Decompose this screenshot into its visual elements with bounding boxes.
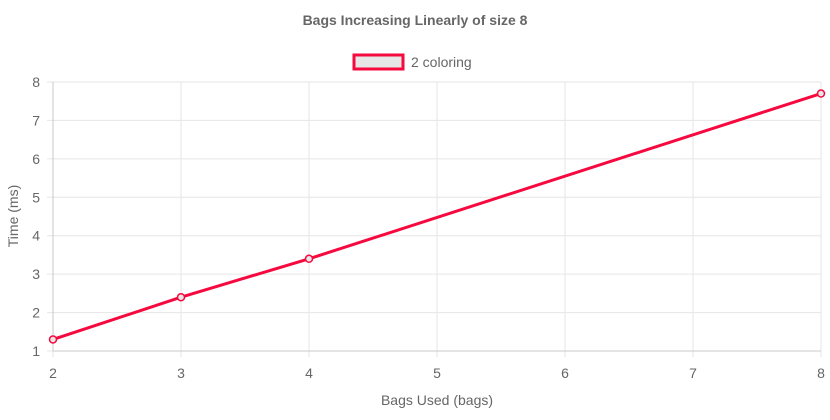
legend-label: 2 coloring: [411, 54, 472, 70]
y-tick-labels: 1 2 3 4 5 6 7 8: [32, 74, 40, 359]
y-gridlines: [47, 81, 821, 352]
x-tick-label: 6: [561, 365, 569, 381]
data-point[interactable]: [816, 89, 826, 98]
x-gridlines: [52, 82, 822, 357]
y-tick-label: 3: [32, 266, 40, 282]
legend[interactable]: 2 coloring: [352, 53, 472, 71]
data-point[interactable]: [304, 254, 314, 264]
y-tick-label: 2: [32, 305, 40, 321]
x-tick-label: 5: [433, 365, 441, 381]
legend-swatch: [352, 53, 405, 71]
y-tick-label: 1: [32, 343, 40, 359]
y-tick-label: 6: [32, 151, 40, 167]
x-tick-label: 7: [689, 365, 697, 381]
y-tick-label: 5: [32, 189, 40, 205]
data-point[interactable]: [48, 335, 58, 344]
series-line: [51, 92, 823, 341]
chart-title: Bags Increasing Linearly of size 8: [303, 12, 528, 28]
x-tick-label: 8: [817, 365, 825, 381]
y-tick-label: 4: [32, 228, 40, 244]
y-tick-label: 8: [32, 74, 40, 90]
x-tick-label: 3: [177, 365, 185, 381]
x-axis-title: Bags Used (bags): [381, 392, 493, 408]
y-axis-title: Time (ms): [5, 185, 21, 247]
data-point[interactable]: [176, 292, 186, 302]
series-group: [48, 89, 826, 344]
x-tick-label: 2: [49, 365, 57, 381]
y-tick-label: 7: [32, 112, 40, 128]
x-tick-labels: 2 3 4 5 6 7 8: [49, 365, 825, 381]
x-tick-label: 4: [305, 365, 313, 381]
